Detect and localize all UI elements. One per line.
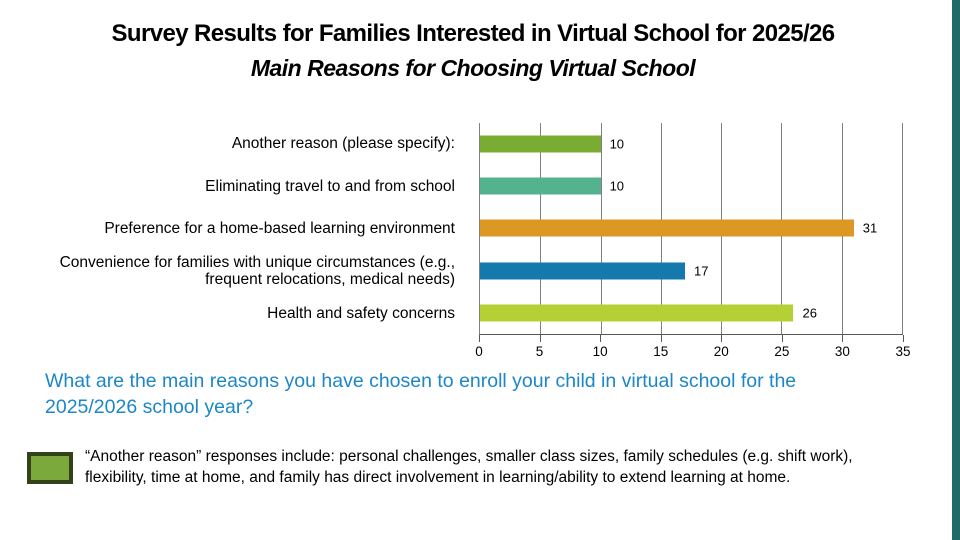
x-axis-tick [479,335,480,342]
page-title: Survey Results for Families Interested i… [111,20,835,47]
x-axis-tick [539,335,541,342]
x-axis-tick-label: 15 [653,344,669,359]
bar-row: 31 [480,207,902,249]
category-label: Another reason (please specify): [231,135,455,153]
bar-value-label: 26 [802,305,817,321]
category-label: Convenience for families with unique cir… [59,253,455,289]
category-label: Health and safety concerns [267,304,455,322]
x-axis-tick-label: 10 [592,344,608,359]
x-axis-tick-label: 35 [895,344,911,359]
x-axis-tick-label: 25 [774,344,790,359]
x-axis-tick [842,335,844,342]
x-axis-tick-label: 5 [535,344,544,359]
x-axis-tick [721,335,723,342]
bar-value-label: 31 [862,220,878,236]
category-label: Preference for a home-based learning env… [104,220,455,238]
bar-row: 17 [480,250,902,292]
bar-value-label: 10 [609,136,625,152]
x-axis-tick [781,335,783,342]
page-subtitle: Main Reasons for Choosing Virtual School [250,55,696,81]
bar-row: 10 [480,165,902,207]
bar [480,135,601,153]
bar-row: 10 [480,123,902,165]
bar-chart-plot-area: 10 10 31 17 26 [479,123,903,335]
bar [480,177,601,195]
bar [480,219,854,237]
bar-value-label: 10 [609,178,625,194]
x-axis-tick-label: 30 [834,344,850,359]
x-axis-tick-label: 0 [475,344,483,359]
right-edge-accent-bar [952,0,960,540]
x-axis: 0 5 10 15 20 25 30 35 [475,335,911,365]
x-axis-tick [660,335,662,342]
bar-row: 26 [480,292,902,334]
category-labels: Another reason (please specify): Eliminat… [0,123,467,335]
bar [480,304,794,322]
x-axis-tick [903,335,904,342]
footnote-text: “Another reason” responses include: pers… [85,448,853,487]
bar [480,262,685,280]
category-label: Eliminating travel to and from school [205,177,455,195]
survey-question-text: What are the main reasons you have chose… [45,370,797,418]
another-reason-legend-swatch [27,452,73,484]
bar-rows: 10 10 31 17 26 [480,123,902,334]
bar-value-label: 17 [693,263,709,279]
x-axis-tick [600,335,602,342]
x-axis-tick-label: 20 [713,344,729,359]
